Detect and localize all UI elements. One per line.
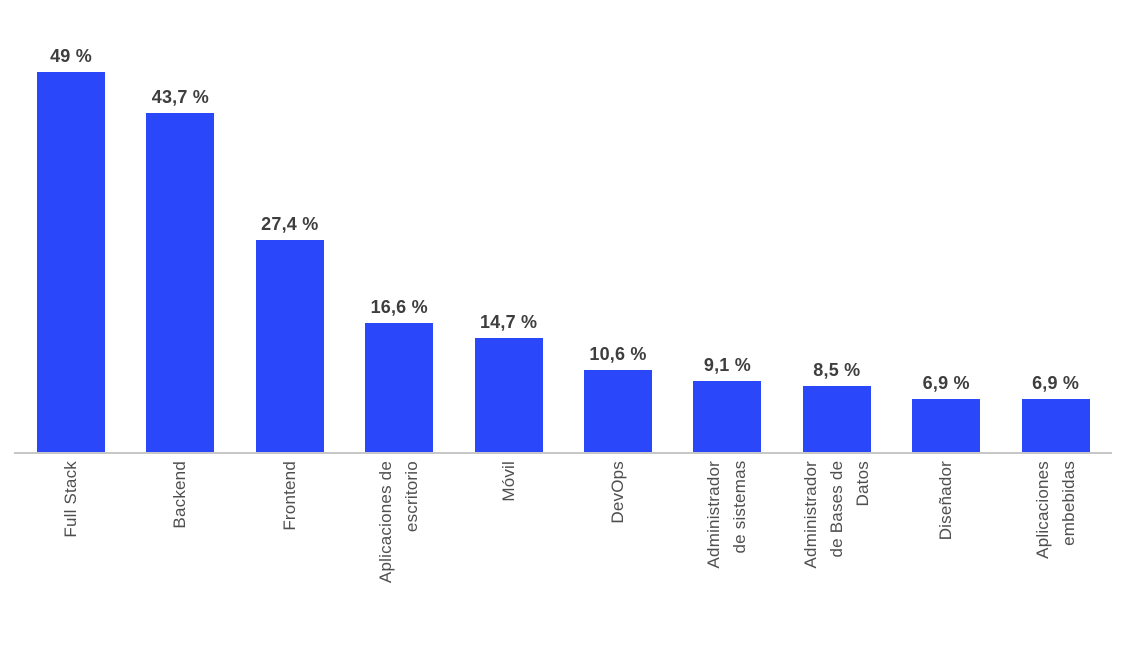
x-tick-label-devops: DevOps [607, 461, 627, 524]
x-tick-label-administrador-de-sistemas: Administrador de sistemas [704, 461, 750, 569]
value-label-frontend: 27,4 % [261, 213, 319, 234]
x-tick-cell-devops: DevOps [563, 461, 672, 645]
x-tick-cell-aplicaciones-embebidas: Aplicaciones embebidas [1001, 461, 1110, 645]
value-label-aplicaciones-embebidas: 6,9 % [1032, 372, 1080, 393]
x-tick-label-full-stack: Full Stack [60, 461, 80, 538]
value-label-disenador: 6,9 % [922, 372, 970, 393]
x-tick-cell-aplicaciones-de-escritorio: Aplicaciones de escritorio [345, 461, 454, 645]
bar-aplicaciones-de-escritorio [365, 323, 434, 452]
bar-administrador-de-sistemas [693, 381, 762, 452]
x-tick-label-aplicaciones-de-escritorio: Aplicaciones de escritorio [376, 461, 422, 584]
bar-administrador-de-bases-de-datos [802, 386, 871, 452]
x-tick-cell-frontend: Frontend [235, 461, 344, 645]
x-tick-label-backend: Backend [170, 461, 190, 529]
x-tick-cell-administrador-de-sistemas: Administrador de sistemas [673, 461, 782, 645]
x-tick-cell-backend: Backend [126, 461, 235, 645]
value-label-backend: 43,7 % [151, 87, 210, 108]
value-label-devops: 10,6 % [589, 343, 647, 364]
bar-frontend [255, 239, 324, 452]
x-tick-cell-full-stack: Full Stack [16, 461, 125, 645]
bar-devops [584, 369, 652, 452]
x-tick-cell-administrador-de-bases-de-datos: Administrador de Bases de Datos [782, 461, 891, 645]
x-axis-line [14, 452, 1112, 454]
x-tick-label-movil: Móvil [498, 461, 518, 502]
value-label-administrador-de-bases-de-datos: 8,5 % [813, 360, 861, 381]
value-label-full-stack: 49 % [50, 46, 92, 67]
value-label-aplicaciones-de-escritorio: 16,6 % [370, 297, 428, 318]
x-tick-label-administrador-de-bases-de-datos: Administrador de Bases de Datos [800, 461, 872, 569]
x-tick-label-frontend: Frontend [279, 461, 299, 531]
bar-backend [146, 113, 215, 452]
x-tick-cell-movil: Móvil [454, 461, 563, 645]
x-tick-label-aplicaciones-embebidas: Aplicaciones embebidas [1032, 461, 1078, 559]
bar-movil [474, 338, 543, 452]
bar-full-stack [37, 72, 105, 452]
bar-aplicaciones-embebidas [1021, 398, 1090, 452]
value-label-administrador-de-sistemas: 9,1 % [703, 355, 751, 376]
value-label-movil: 14,7 % [479, 312, 538, 333]
x-tick-label-disenador: Diseñador [936, 461, 956, 541]
x-tick-cell-disenador: Diseñador [892, 461, 1001, 645]
bar-disenador [912, 398, 981, 452]
